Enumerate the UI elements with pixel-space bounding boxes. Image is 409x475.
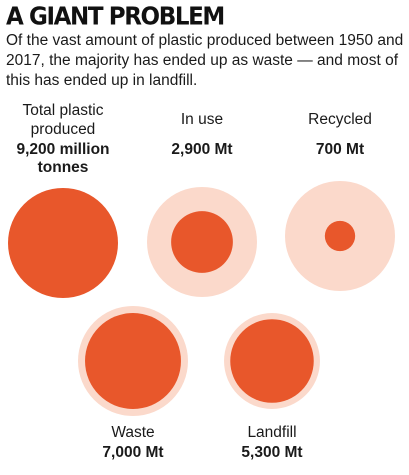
recycled-value-label: 700 Mt xyxy=(316,141,364,158)
landfill-value-circle xyxy=(230,319,314,403)
in-use-label: In use xyxy=(181,111,223,128)
waste-value-circle xyxy=(85,313,181,409)
waste-value-label: 7,000 Mt xyxy=(102,444,163,461)
recycled-value-circle xyxy=(324,220,356,252)
total-produced-circle xyxy=(8,188,118,298)
recycled-label: Recycled xyxy=(308,111,372,128)
waste-label: Waste xyxy=(111,424,154,441)
total-value-line: 9,200 million xyxy=(16,141,109,158)
landfill-value-label: 5,300 Mt xyxy=(241,444,302,461)
total-label-line: Total plastic xyxy=(23,102,104,119)
page-subtitle: Of the vast amount of plastic produced b… xyxy=(6,32,404,89)
page-title: A GIANT PROBLEM xyxy=(6,3,225,32)
in-use-value-label: 2,900 Mt xyxy=(171,141,232,158)
total-value-line: tonnes xyxy=(38,159,89,176)
landfill-label: Landfill xyxy=(247,424,296,441)
total-label-line: produced xyxy=(31,121,96,138)
in-use-value-circle xyxy=(171,211,233,273)
